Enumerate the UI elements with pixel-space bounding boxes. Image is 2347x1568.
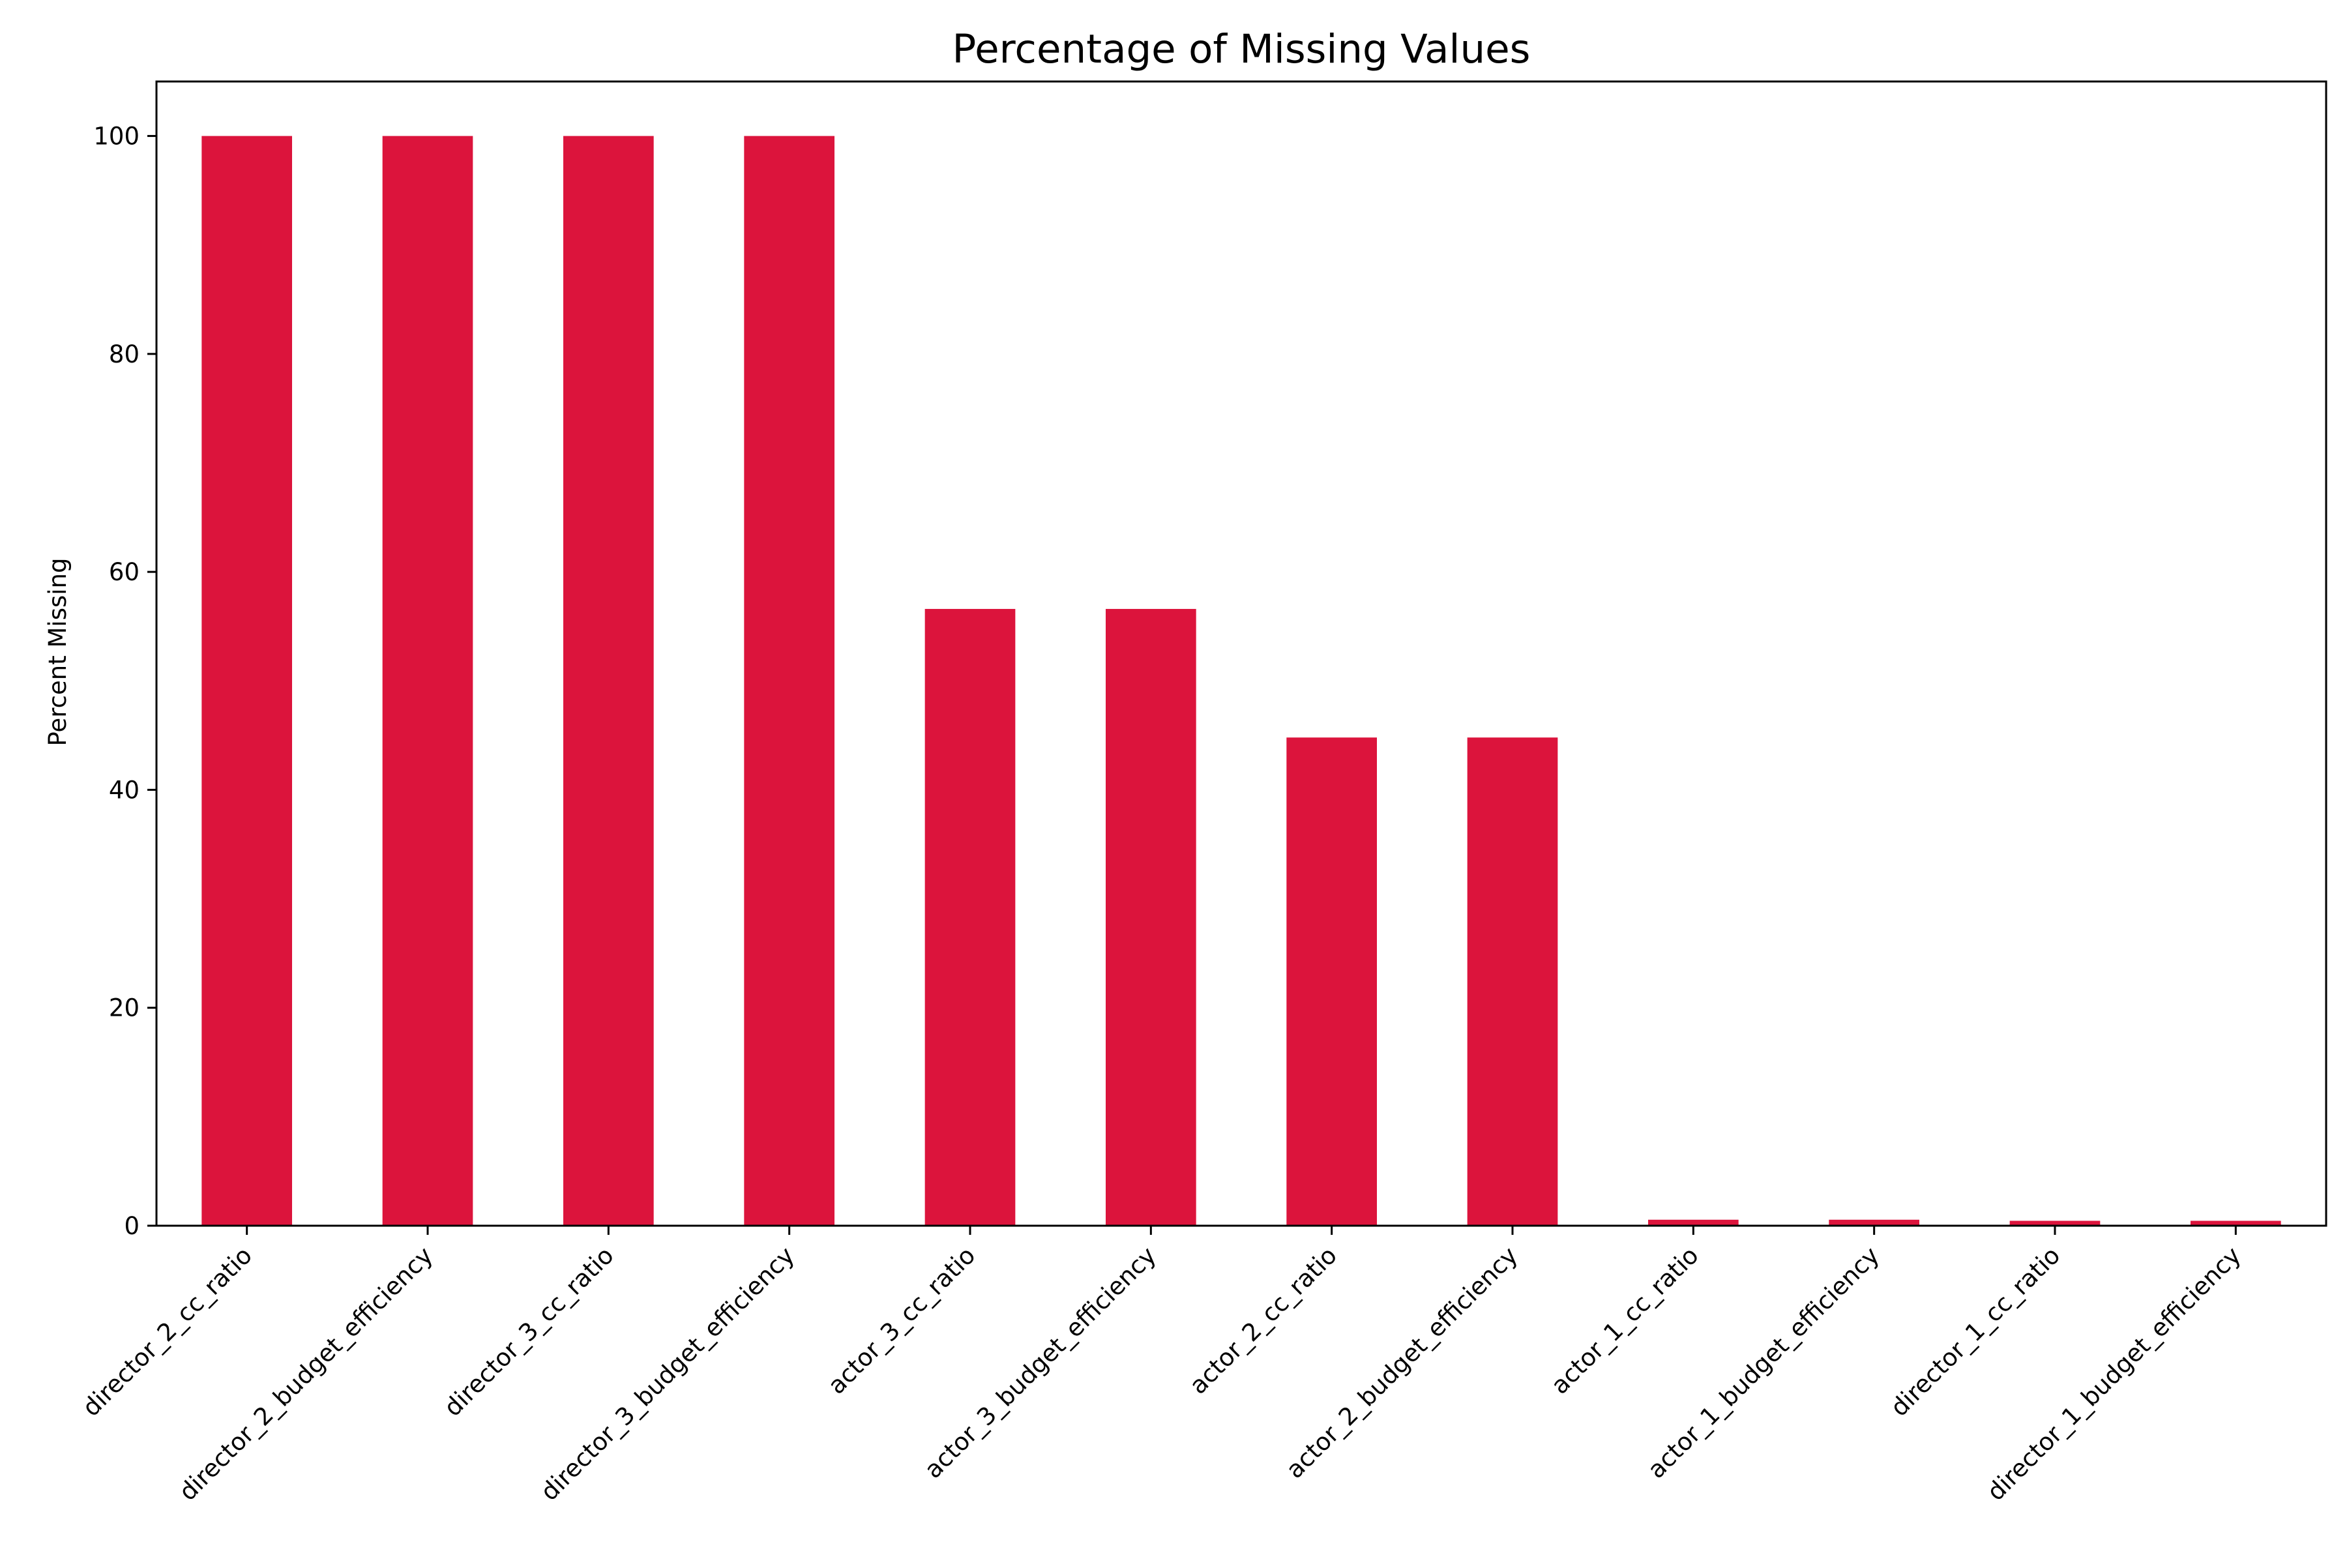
x-tick-label: actor_1_cc_ratio (1546, 1241, 1704, 1400)
bar-actor-2-cc-ratio (1286, 737, 1377, 1226)
bar-actor-2-budget-efficiency (1467, 737, 1558, 1226)
y-axis-label: Percent Missing (44, 558, 72, 747)
y-tick-label: 0 (124, 1212, 140, 1240)
bar-actor-3-cc-ratio (924, 608, 1016, 1226)
bar-director-3-budget-efficiency (744, 136, 834, 1226)
y-tick-label: 40 (109, 776, 140, 804)
x-tick-label: director_1_cc_ratio (1885, 1241, 2065, 1422)
x-tick-label: director_3_cc_ratio (439, 1241, 619, 1422)
chart-title: Percentage of Missing Values (952, 26, 1531, 72)
y-tick-label: 80 (109, 340, 140, 368)
bar-actor-3-budget-efficiency (1106, 608, 1196, 1226)
bar-director-2-cc-ratio (201, 136, 292, 1226)
bar-director-1-budget-efficiency (2191, 1220, 2281, 1226)
x-axis-ticks: director_2_cc_ratiodirector_2_budget_eff… (77, 1226, 2247, 1506)
y-axis-ticks: 0 20 40 60 80 100 (93, 123, 156, 1240)
x-tick-label: actor_3_cc_ratio (823, 1241, 981, 1400)
bar-director-3-cc-ratio (563, 136, 654, 1226)
bar-actor-1-budget-efficiency (1829, 1219, 1919, 1226)
bar-actor-1-cc-ratio (1648, 1219, 1739, 1226)
bars-group (201, 136, 2281, 1226)
bar-director-1-cc-ratio (2009, 1220, 2101, 1226)
x-tick-label: director_2_cc_ratio (77, 1241, 258, 1422)
y-tick-label: 100 (93, 123, 140, 151)
bar-director-2-budget-efficiency (382, 136, 473, 1226)
x-tick-label: actor_2_cc_ratio (1184, 1241, 1342, 1400)
y-tick-label: 20 (109, 994, 140, 1022)
plot-frame (155, 80, 2327, 1227)
y-tick-label: 60 (109, 558, 140, 586)
